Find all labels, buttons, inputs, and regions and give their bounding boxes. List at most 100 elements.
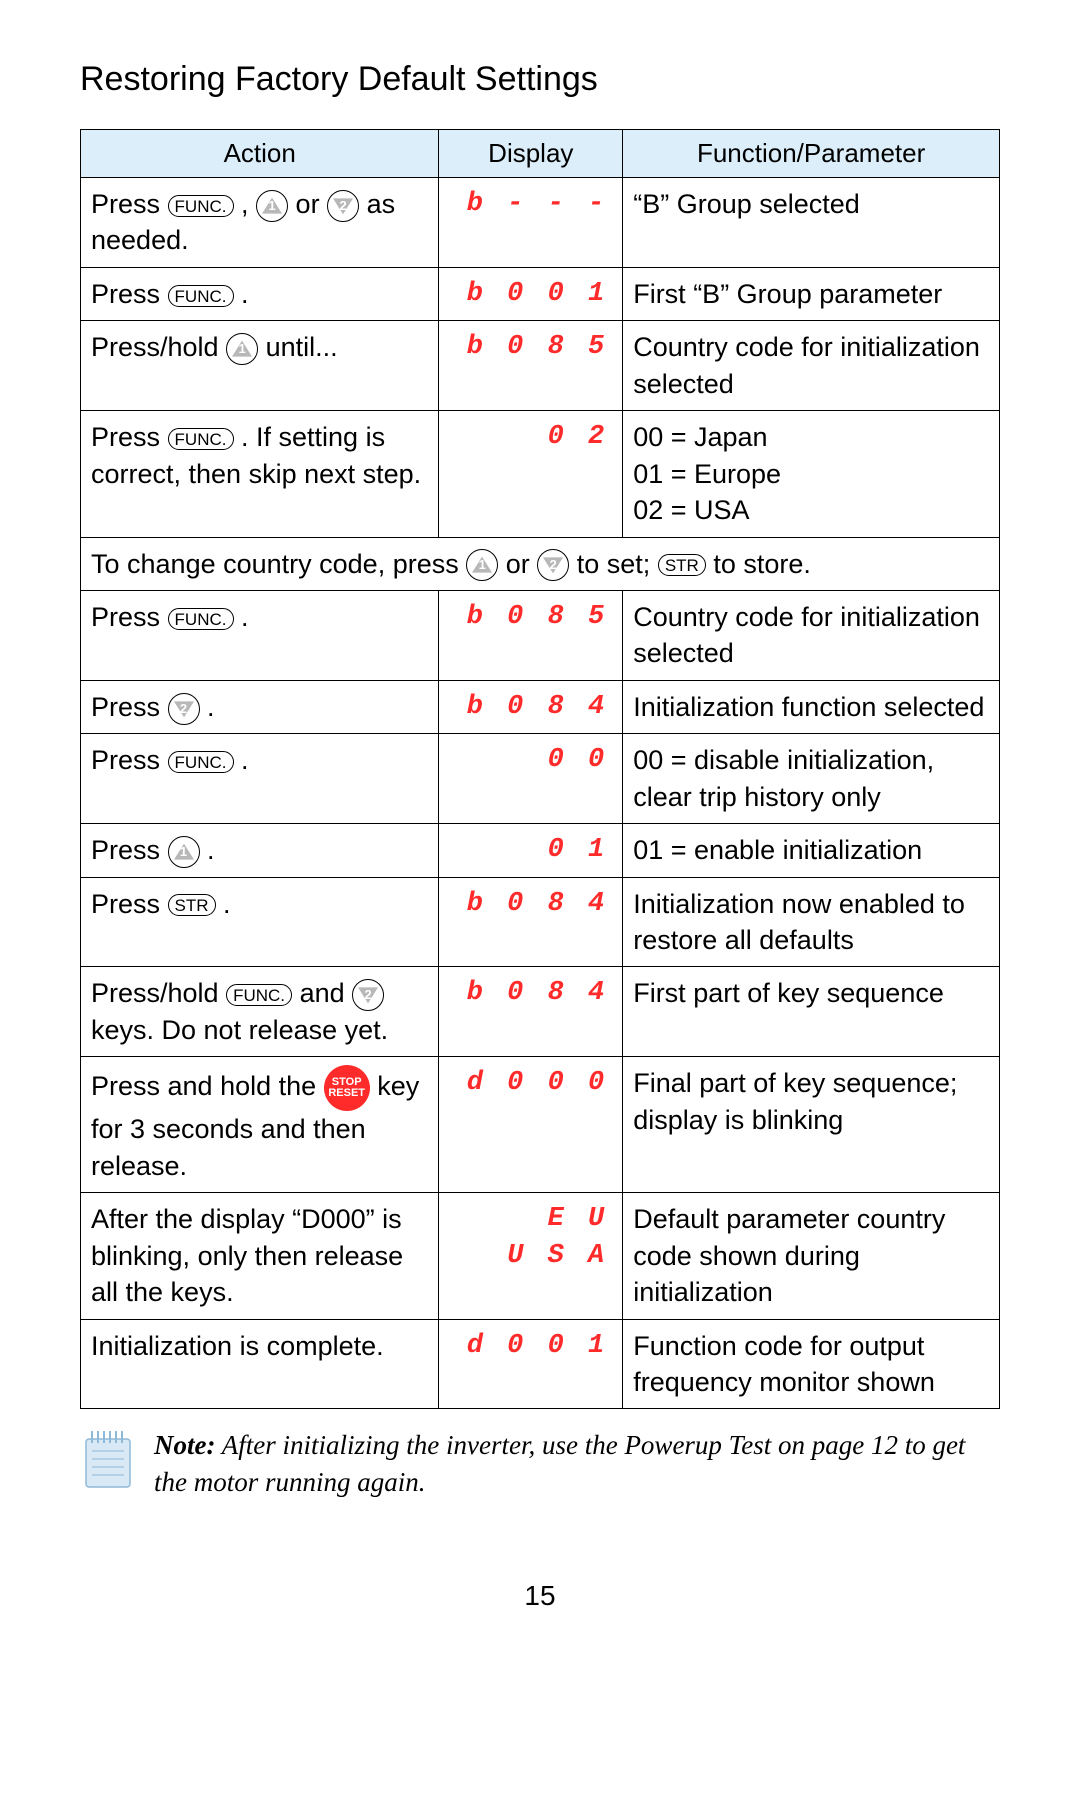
text: . — [207, 835, 215, 865]
function-cell: Default parameter country code shown dur… — [623, 1193, 1000, 1319]
display-cell: 0 2 — [439, 411, 623, 537]
text: . — [241, 279, 249, 309]
text: . — [207, 692, 215, 722]
display-cell: b 0 8 4 — [439, 877, 623, 967]
action-cell: Press 1 . — [81, 824, 439, 877]
table-row: Press/hold 1 until... b 0 8 5 Country co… — [81, 321, 1000, 411]
text: or — [506, 549, 538, 579]
display-cell: d 0 0 1 — [439, 1319, 623, 1409]
action-cell: Press FUNC. . — [81, 267, 439, 320]
text: or — [296, 189, 320, 219]
function-cell: Initialization now enabled to restore al… — [623, 877, 1000, 967]
stop-reset-key-icon: STOPRESET — [324, 1065, 370, 1111]
function-cell: 01 = enable initialization — [623, 824, 1000, 877]
key-number: 2 — [339, 197, 346, 215]
text: Press — [91, 189, 160, 219]
key-number: 1 — [238, 340, 245, 358]
up-key-icon: 1 — [466, 549, 498, 581]
text: to store. — [713, 549, 811, 579]
up-key-icon: 1 — [226, 333, 258, 365]
func-key-icon: FUNC. — [168, 608, 234, 630]
procedure-table: Action Display Function/Parameter Press … — [80, 129, 1000, 1409]
table-row: Press FUNC. . 0 0 00 = disable initializ… — [81, 734, 1000, 824]
table-row: Press STR . b 0 8 4 Initialization now e… — [81, 877, 1000, 967]
key-number: 1 — [180, 843, 187, 861]
header-function: Function/Parameter — [623, 130, 1000, 178]
table-row: Initialization is complete. d 0 0 1 Func… — [81, 1319, 1000, 1409]
note-label: Note: — [154, 1430, 215, 1460]
text: Press — [91, 602, 160, 632]
table-row: To change country code, press 1 or 2 to … — [81, 537, 1000, 590]
display-cell: 0 1 — [439, 824, 623, 877]
action-cell: Press FUNC. , 1 or 2 as needed. — [81, 178, 439, 268]
text: To change country code, press — [91, 549, 466, 579]
text: Press/hold — [91, 978, 219, 1008]
function-cell: First “B” Group parameter — [623, 267, 1000, 320]
display-cell: 0 0 — [439, 734, 623, 824]
str-key-icon: STR — [168, 894, 216, 916]
text: , — [241, 189, 256, 219]
text: and — [300, 978, 345, 1008]
display-cell: b 0 8 4 — [439, 967, 623, 1057]
table-header-row: Action Display Function/Parameter — [81, 130, 1000, 178]
function-cell: First part of key sequence — [623, 967, 1000, 1057]
page-number: 15 — [80, 1580, 1000, 1612]
header-action: Action — [81, 130, 439, 178]
func-key-icon: FUNC. — [168, 428, 234, 450]
table-row: After the display “D000” is blinking, on… — [81, 1193, 1000, 1319]
action-cell-full: To change country code, press 1 or 2 to … — [81, 537, 1000, 590]
function-cell: “B” Group selected — [623, 178, 1000, 268]
function-cell: Final part of key sequence; display is b… — [623, 1057, 1000, 1193]
func-key-icon: FUNC. — [226, 984, 292, 1006]
action-cell: Press and hold the STOPRESET key for 3 s… — [81, 1057, 439, 1193]
function-cell: Function code for output frequency monit… — [623, 1319, 1000, 1409]
function-cell: Country code for initialization selected — [623, 590, 1000, 680]
text: keys. Do not release yet. — [91, 1015, 388, 1045]
text: to set; — [577, 549, 658, 579]
note-block: Note: After initializing the inverter, u… — [80, 1427, 1000, 1500]
function-cell: 00 = Japan 01 = Europe 02 = USA — [623, 411, 1000, 537]
note-body: After initializing the inverter, use the… — [154, 1430, 965, 1496]
text: Press/hold — [91, 332, 226, 362]
action-cell: Press FUNC. . If setting is correct, the… — [81, 411, 439, 537]
function-cell: 00 = disable initialization, clear trip … — [623, 734, 1000, 824]
function-cell: Initialization function selected — [623, 680, 1000, 733]
display-cell: b - - - — [439, 178, 623, 268]
action-cell: Press STR . — [81, 877, 439, 967]
func-key-icon: FUNC. — [168, 751, 234, 773]
text: Press — [91, 279, 160, 309]
key-number: 2 — [550, 557, 557, 575]
down-key-icon: 2 — [168, 693, 200, 725]
header-display: Display — [439, 130, 623, 178]
action-cell: Initialization is complete. — [81, 1319, 439, 1409]
action-cell: After the display “D000” is blinking, on… — [81, 1193, 439, 1319]
text: Press — [91, 889, 168, 919]
table-row: Press FUNC. . If setting is correct, the… — [81, 411, 1000, 537]
display-cell: b 0 8 5 — [439, 590, 623, 680]
text: RESET — [328, 1087, 365, 1099]
key-number: 2 — [365, 987, 372, 1005]
text: Press and hold the — [91, 1071, 316, 1101]
text: . — [241, 745, 249, 775]
display-cell: b 0 8 5 — [439, 321, 623, 411]
table-row: Press/hold FUNC. and 2 keys. Do not rele… — [81, 967, 1000, 1057]
text: . — [241, 602, 249, 632]
key-number: 1 — [479, 557, 486, 575]
action-cell: Press/hold 1 until... — [81, 321, 439, 411]
key-number: 1 — [268, 197, 275, 215]
up-key-icon: 1 — [168, 836, 200, 868]
text: Press — [91, 422, 160, 452]
action-cell: Press FUNC. . — [81, 734, 439, 824]
func-key-icon: FUNC. — [168, 195, 234, 217]
table-row: Press FUNC. . b 0 8 5 Country code for i… — [81, 590, 1000, 680]
notepad-icon — [80, 1427, 136, 1496]
display-cell: b 0 8 4 — [439, 680, 623, 733]
str-key-icon: STR — [658, 554, 706, 576]
table-row: Press 2 . b 0 8 4 Initialization functio… — [81, 680, 1000, 733]
action-cell: Press/hold FUNC. and 2 keys. Do not rele… — [81, 967, 439, 1057]
table-row: Press FUNC. . b 0 0 1 First “B” Group pa… — [81, 267, 1000, 320]
text: Press — [91, 692, 168, 722]
note-text: Note: After initializing the inverter, u… — [154, 1427, 1000, 1500]
display-cell: d 0 0 0 — [439, 1057, 623, 1193]
table-row: Press and hold the STOPRESET key for 3 s… — [81, 1057, 1000, 1193]
